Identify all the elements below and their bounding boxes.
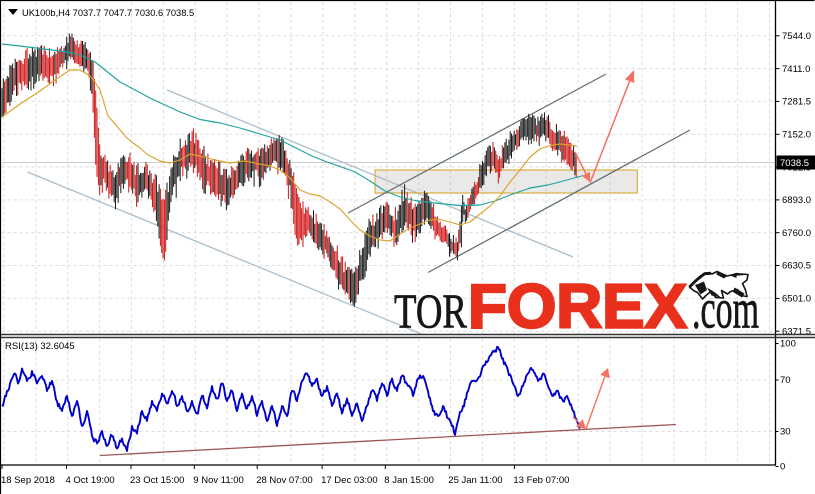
svg-text:25 Jan 11:00: 25 Jan 11:00 xyxy=(448,475,502,486)
svg-text:FOREX: FOREX xyxy=(468,273,687,342)
svg-text:7544.0: 7544.0 xyxy=(782,31,811,42)
svg-text:8 Jan 15:00: 8 Jan 15:00 xyxy=(384,475,434,486)
svg-text:7281.5: 7281.5 xyxy=(782,97,811,108)
svg-text:7411.0: 7411.0 xyxy=(782,64,810,75)
svg-text:30: 30 xyxy=(780,427,791,438)
svg-text:6371.5: 6371.5 xyxy=(782,326,811,337)
svg-text:4 Oct 19:00: 4 Oct 19:00 xyxy=(66,475,115,486)
svg-text:RSI(13) 32.6045: RSI(13) 32.6045 xyxy=(5,341,75,352)
svg-text:6760.0: 6760.0 xyxy=(782,228,811,239)
svg-text:7152.0: 7152.0 xyxy=(782,130,811,141)
svg-text:28 Nov 07:00: 28 Nov 07:00 xyxy=(256,475,313,486)
svg-text:23 Oct 15:00: 23 Oct 15:00 xyxy=(130,475,184,486)
svg-text:6630.5: 6630.5 xyxy=(782,261,811,272)
svg-text:TOR: TOR xyxy=(394,284,467,339)
svg-text:9 Nov 11:00: 9 Nov 11:00 xyxy=(193,475,244,486)
svg-text:17 Dec 03:00: 17 Dec 03:00 xyxy=(321,475,378,486)
svg-text:18 Sep 2018: 18 Sep 2018 xyxy=(1,475,55,486)
svg-text:13 Feb 07:00: 13 Feb 07:00 xyxy=(513,475,569,486)
svg-text:7038.5: 7038.5 xyxy=(780,158,809,169)
svg-text:6501.0: 6501.0 xyxy=(782,294,811,305)
svg-text:0: 0 xyxy=(780,462,785,473)
svg-text:70: 70 xyxy=(780,375,791,386)
svg-text:UK100b,H4 7037.7 7047.7 7030.6: UK100b,H4 7037.7 7047.7 7030.6 7038.5 xyxy=(22,8,194,18)
svg-text:100: 100 xyxy=(780,339,796,350)
svg-text:6893.0: 6893.0 xyxy=(782,195,811,206)
